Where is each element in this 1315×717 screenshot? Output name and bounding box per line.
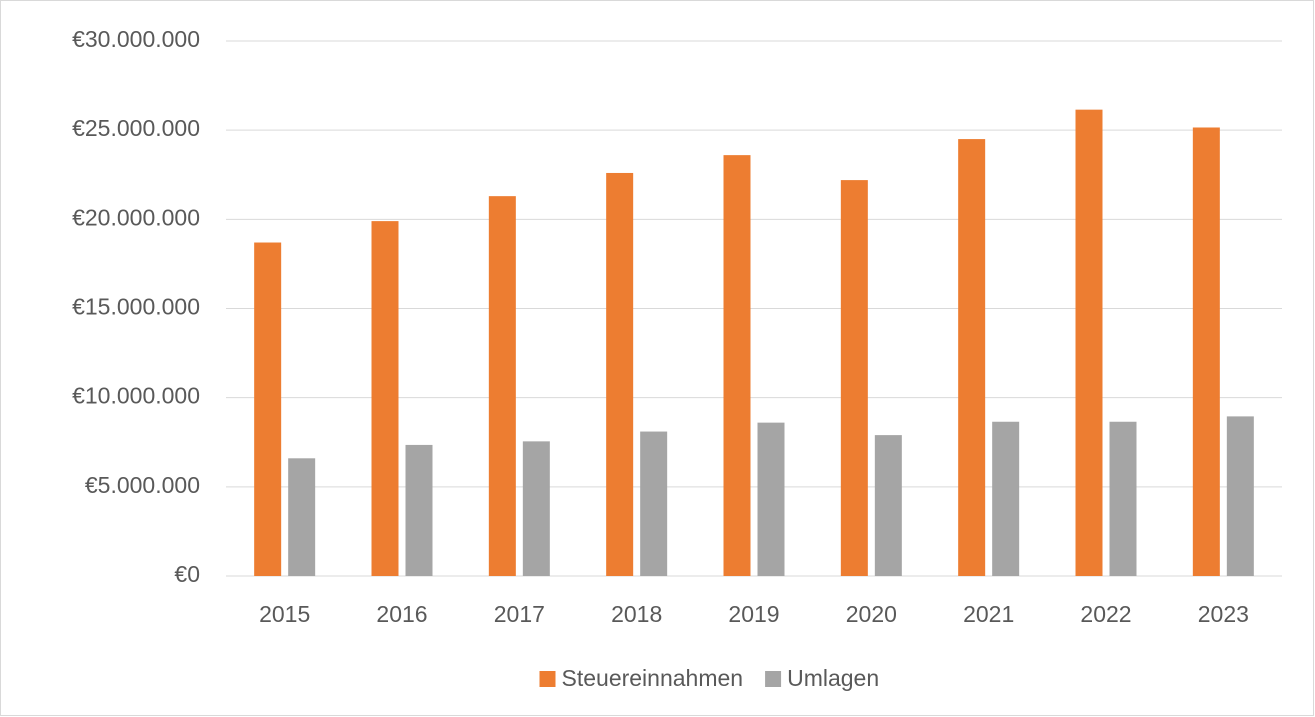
x-tick-label: 2017 [494, 601, 545, 627]
bar [488, 196, 516, 576]
bar [640, 431, 668, 576]
y-tick-label: €5.000.000 [85, 472, 200, 498]
x-tick-label: 2021 [963, 601, 1014, 627]
bar [371, 221, 399, 576]
legend-swatch [765, 671, 782, 687]
bar [405, 444, 433, 576]
bar [1192, 127, 1220, 576]
x-tick-label: 2015 [259, 601, 310, 627]
bar [288, 458, 316, 576]
y-tick-label: €25.000.000 [72, 115, 200, 141]
y-tick-label: €10.000.000 [72, 383, 200, 409]
bar [840, 180, 868, 576]
bar [992, 421, 1020, 576]
x-tick-label: 2019 [728, 601, 779, 627]
x-tick-label: 2018 [611, 601, 662, 627]
y-tick-label: €20.000.000 [72, 204, 200, 230]
bar [606, 172, 634, 576]
legend-label: Steuereinnahmen [562, 665, 744, 691]
bar [757, 422, 785, 576]
bar [254, 242, 282, 576]
y-tick-label: €30.000.000 [72, 26, 200, 52]
y-tick-label: €0 [174, 561, 200, 587]
bar [874, 435, 902, 576]
legend-swatch [539, 671, 556, 687]
x-tick-label: 2016 [376, 601, 427, 627]
bar [522, 441, 550, 576]
x-tick-label: 2022 [1080, 601, 1131, 627]
bar [1109, 421, 1137, 576]
y-tick-label: €15.000.000 [72, 294, 200, 320]
legend-label: Umlagen [787, 665, 879, 691]
x-tick-label: 2023 [1198, 601, 1249, 627]
x-tick-label: 2020 [846, 601, 897, 627]
bar [723, 155, 751, 576]
bar [1226, 416, 1254, 576]
bar [1075, 109, 1103, 577]
bar [958, 139, 986, 577]
